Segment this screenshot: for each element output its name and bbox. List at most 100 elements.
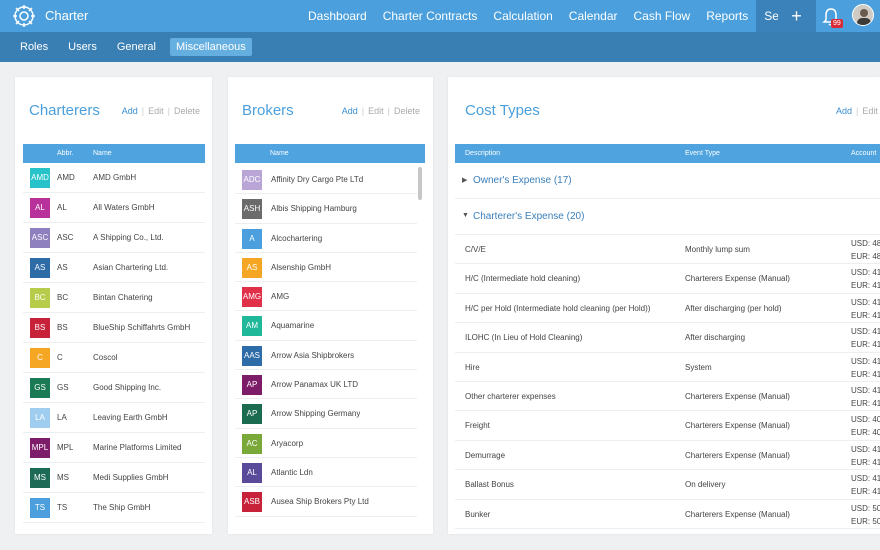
- name-cell: BlueShip Schiffahrts GmbH: [93, 323, 191, 332]
- list-item[interactable]: A Alcochartering: [235, 224, 417, 253]
- event-type-cell: Charterers Expense (Manual): [685, 509, 790, 519]
- group-label[interactable]: Charterer's Expense (20): [473, 211, 585, 222]
- cost-types-title: Cost Types: [465, 102, 540, 119]
- account-usd: USD: 50: [851, 503, 880, 513]
- abbr-badge: ASH: [242, 199, 262, 220]
- group-label[interactable]: Owner's Expense (17): [473, 175, 572, 186]
- list-item[interactable]: MS MS Medi Supplies GmbH: [23, 463, 205, 493]
- table-row[interactable]: Hire System USD: 41 EUR: 41: [455, 353, 880, 382]
- list-item[interactable]: AS Alsenship GmbH: [235, 253, 417, 283]
- description-cell: Bunker: [465, 509, 491, 519]
- separator: |: [361, 106, 365, 116]
- abbr-badge: MS: [30, 468, 50, 488]
- name-cell: All Waters GmbH: [93, 203, 155, 212]
- account-cell: USD: 41 EUR: 41: [851, 355, 880, 381]
- name-cell: AMG: [271, 292, 290, 302]
- separator: |: [856, 106, 859, 116]
- ship-wheel-logo-icon[interactable]: [13, 5, 35, 27]
- subnav-general[interactable]: General: [116, 41, 156, 53]
- brokers-scrollbar[interactable]: [418, 167, 422, 200]
- list-item[interactable]: C C Coscol: [23, 343, 205, 373]
- app-brand[interactable]: Charter: [45, 8, 89, 23]
- event-type-cell: Monthly lump sum: [685, 245, 750, 254]
- list-item[interactable]: LA LA Leaving Earth GmbH: [23, 403, 205, 433]
- list-item[interactable]: BC BC Bintan Chatering: [23, 283, 205, 313]
- description-cell: Hire: [465, 362, 480, 372]
- nav-dashboard[interactable]: Dashboard: [308, 9, 367, 23]
- separator: |: [387, 106, 390, 116]
- avatar[interactable]: [852, 4, 874, 26]
- table-row[interactable]: Freight Charterers Expense (Manual) USD: 4…: [455, 411, 880, 441]
- nav-calendar[interactable]: Calendar: [568, 9, 618, 23]
- list-item[interactable]: ASB Ausea Ship Brokers Pty Ltd: [235, 487, 417, 517]
- cost-types-edit-button[interactable]: Edit: [862, 106, 878, 116]
- subnav-miscellaneous[interactable]: Miscellaneous: [170, 38, 252, 56]
- table-row[interactable]: Other charterer expenses Charterers Expen…: [455, 382, 880, 412]
- table-row[interactable]: H/C (Intermediate hold cleaning) Chartere…: [455, 264, 880, 294]
- account-eur: EUR: 41: [851, 369, 880, 379]
- subnav-users[interactable]: Users: [68, 41, 97, 53]
- list-item[interactable]: AL AL All Waters GmbH: [23, 193, 205, 223]
- name-cell: Asian Chartering Ltd.: [93, 263, 169, 272]
- list-item[interactable]: BS BS BlueShip Schiffahrts GmbH: [23, 313, 205, 343]
- brokers-add-button[interactable]: Add: [341, 106, 358, 116]
- list-item[interactable]: TS TS The Ship GmbH: [23, 493, 205, 523]
- list-item[interactable]: AL Atlantic Ldn: [235, 458, 417, 488]
- abbr-badge: AMG: [242, 287, 262, 308]
- table-row[interactable]: Demurrage Charterers Expense (Manual) USD:…: [455, 441, 880, 471]
- list-item[interactable]: AP Arrow Shipping Germany: [235, 399, 417, 429]
- list-item[interactable]: ASH Albis Shipping Hamburg: [235, 194, 417, 224]
- description-cell: ILOHC (In Lieu of Hold Cleaning): [465, 333, 583, 343]
- abbr-badge: C: [30, 348, 50, 368]
- abbr-badge: ASC: [30, 228, 50, 248]
- list-item[interactable]: ADC Affinity Dry Cargo Pte LTd: [235, 165, 417, 195]
- name-cell: Ausea Ship Brokers Pty Ltd: [271, 497, 369, 507]
- caret-down-icon[interactable]: ▼: [462, 212, 469, 219]
- nav-calculation[interactable]: Calculation: [493, 9, 553, 23]
- cost-types-actions: Add | Edit: [836, 106, 878, 116]
- table-row[interactable]: H/C per Hold (Intermediate hold cleaning…: [455, 294, 880, 324]
- account-usd: USD: 41: [851, 297, 880, 307]
- charterers-edit-button[interactable]: Edit: [148, 106, 164, 116]
- account-cell: USD: 41 EUR: 41: [851, 384, 880, 410]
- abbr-cell: AMD: [57, 173, 75, 182]
- brokers-table-header: Name: [235, 144, 425, 163]
- event-type-cell: After discharging: [685, 333, 746, 343]
- caret-right-icon[interactable]: ▶: [462, 177, 468, 184]
- nav-charter-contracts[interactable]: Charter Contracts: [382, 9, 478, 23]
- table-row[interactable]: C/V/E Monthly lump sum USD: 48 EUR: 48: [455, 235, 880, 265]
- cost-types-add-button[interactable]: Add: [836, 106, 853, 116]
- owners-expense-group[interactable]: ▶ Owner's Expense (17): [455, 163, 880, 199]
- table-row[interactable]: ILOHC (In Lieu of Hold Cleaning) After di…: [455, 323, 880, 353]
- list-item[interactable]: GS GS Good Shipping Inc.: [23, 373, 205, 403]
- account-usd: USD: 41: [851, 356, 880, 366]
- list-item[interactable]: AP Arrow Panamax UK LTD: [235, 370, 417, 400]
- list-item[interactable]: AM Aquamarine: [235, 311, 417, 341]
- nav-reports[interactable]: Reports: [706, 9, 749, 23]
- list-item[interactable]: ASC ASC A Shipping Co., Ltd.: [23, 223, 205, 253]
- nav-cash-flow[interactable]: Cash Flow: [633, 9, 691, 23]
- subnav-roles[interactable]: Roles: [20, 41, 49, 53]
- cost-types-panel: Cost Types Add | Edit Description Event Ty…: [448, 77, 880, 534]
- list-item[interactable]: AS AS Asian Chartering Ltd.: [23, 253, 205, 283]
- event-type-cell: System: [685, 362, 712, 372]
- abbr-badge: LA: [30, 408, 50, 428]
- abbr-badge: GS: [30, 378, 50, 398]
- list-item[interactable]: AMD AMD AMD GmbH: [23, 163, 205, 193]
- abbr-cell: BS: [57, 323, 68, 332]
- list-item[interactable]: AMG AMG: [235, 282, 417, 312]
- brokers-edit-button[interactable]: Edit: [368, 106, 384, 116]
- table-row[interactable]: Bunker Charterers Expense (Manual) USD: 50…: [455, 500, 880, 529]
- event-type-cell: After discharging (per hold): [685, 303, 782, 313]
- list-item[interactable]: AC Aryacorp: [235, 429, 417, 458]
- brokers-delete-button[interactable]: Delete: [393, 106, 420, 116]
- charterers-add-button[interactable]: Add: [121, 106, 138, 116]
- list-item[interactable]: AAS Arrow Asia Shipbrokers: [235, 341, 417, 371]
- charterers-delete-button[interactable]: Delete: [173, 106, 200, 116]
- abbr-badge: AL: [30, 198, 50, 218]
- charterers-expense-group[interactable]: ▼ Charterer's Expense (20): [455, 199, 880, 235]
- list-item[interactable]: MPL MPL Marine Platforms Limited: [23, 433, 205, 463]
- add-button[interactable]: +: [778, 0, 815, 32]
- table-row[interactable]: Ballast Bonus On delivery USD: 41 EUR: 41: [455, 470, 880, 500]
- account-eur: EUR: 40: [851, 428, 880, 438]
